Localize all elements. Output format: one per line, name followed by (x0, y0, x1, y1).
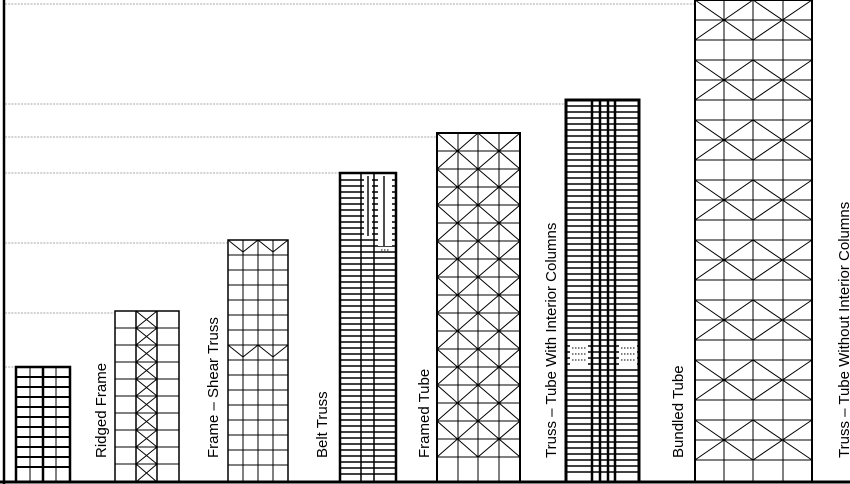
building-belt-truss (338, 171, 398, 484)
building-bundled-tube (694, 0, 813, 483)
height-guides (5, 3, 695, 368)
label-ridged-frame: Ridged Frame (93, 363, 110, 458)
building-ridged-frame (114, 310, 180, 483)
label-framed-tube: Framed Tube (416, 369, 433, 458)
label-frame-shear-truss: Frame – Shear Truss (205, 317, 222, 458)
label-bundled-tube: Bundled Tube (670, 365, 687, 458)
building-framed-tube (436, 132, 521, 483)
label-truss-tube-interior-columns: Truss – Tube With Interior Columns (543, 223, 560, 458)
label-belt-truss: Belt Truss (314, 391, 331, 458)
label-truss-tube-no-interior-columns: Truss – Tube Without Interior Columns (836, 202, 850, 458)
building-frame-shear-truss (227, 239, 289, 483)
labels: Ridged Frame Frame – Shear Truss Belt Tr… (93, 202, 850, 458)
building-truss-tube-interior-columns (564, 98, 641, 484)
building-rigid-frame (14, 365, 72, 484)
